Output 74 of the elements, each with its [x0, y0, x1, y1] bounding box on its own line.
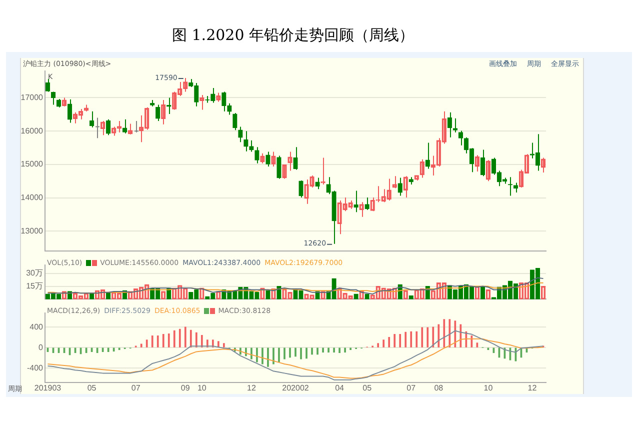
candlestick	[425, 142, 430, 170]
chart-title: 图 1.2020 年铅价走势回顾（周线）	[170, 26, 416, 45]
bar	[486, 289, 491, 300]
bar	[480, 286, 486, 300]
candlestick	[403, 176, 408, 198]
candlestick	[95, 117, 100, 139]
candlestick	[50, 91, 56, 106]
candlestick	[276, 155, 282, 180]
bar	[161, 291, 166, 300]
bar	[266, 290, 270, 300]
candlestick	[540, 157, 546, 173]
y-tick-label: 13000	[20, 226, 44, 236]
x-tick-label: 12	[528, 383, 538, 392]
candlestick	[134, 120, 139, 133]
candlestick	[156, 104, 160, 122]
candlestick	[161, 100, 166, 125]
candlestick	[100, 120, 106, 136]
y-tick-label: -400	[26, 363, 44, 372]
candlestick	[232, 112, 238, 131]
candlestick	[513, 182, 518, 193]
candlestick	[249, 140, 254, 152]
candlestick	[458, 130, 463, 146]
candlestick	[128, 123, 133, 135]
x-tick-label: 07	[406, 383, 416, 392]
candlestick	[392, 176, 397, 189]
candlestick	[238, 126, 243, 143]
candlestick	[254, 146, 260, 164]
candlestick	[480, 149, 486, 177]
x-tick-label: 202002	[282, 383, 310, 392]
bar	[216, 291, 221, 300]
x-tick-label: 07	[131, 383, 141, 392]
y-tick-label: 17000	[20, 92, 44, 102]
x-tick-label: 04	[335, 383, 345, 392]
candlestick	[260, 152, 265, 164]
candlestick	[354, 190, 358, 213]
x-tick-label: 09	[180, 383, 190, 392]
candlestick	[293, 146, 298, 170]
y-tick-label: 0	[38, 342, 44, 352]
candlestick	[298, 180, 304, 198]
y-tick-label: 15000	[20, 160, 44, 169]
y-tick-label: 15万	[26, 282, 43, 291]
x-tick-label: 05	[362, 383, 372, 392]
x-tick-label: 10	[197, 383, 207, 392]
x-tick-label: 05	[87, 383, 97, 392]
bar	[540, 286, 546, 300]
candlestick	[106, 118, 111, 136]
candlestick	[67, 98, 72, 124]
y-tick-label: 400	[30, 322, 44, 332]
candlestick	[364, 196, 370, 210]
candlestick	[288, 151, 292, 172]
candlestick	[216, 92, 221, 102]
candlestick	[244, 130, 248, 152]
candlestick	[359, 202, 364, 218]
candlestick	[271, 151, 276, 167]
candlestick	[122, 118, 128, 134]
bar	[276, 286, 282, 300]
x-tick-label: 10	[484, 383, 494, 392]
y-tick-label: 14000	[20, 193, 44, 202]
candlestick	[266, 151, 270, 167]
candlestick	[420, 158, 424, 178]
candlestick	[45, 78, 50, 92]
x-tick-label: 201903	[34, 383, 62, 392]
candlestick	[447, 112, 452, 138]
candlestick	[89, 110, 94, 128]
bar	[403, 290, 408, 300]
x-tick-label: 12	[247, 383, 256, 392]
candlestick	[315, 177, 320, 190]
candlestick	[398, 177, 402, 196]
candlestick	[474, 154, 480, 172]
x-tick-label: 08	[434, 383, 444, 392]
candlestick	[486, 160, 491, 182]
y-tick-label: 30万	[26, 268, 43, 278]
candlestick	[282, 164, 287, 180]
y-tick-label: 16000	[20, 126, 44, 136]
